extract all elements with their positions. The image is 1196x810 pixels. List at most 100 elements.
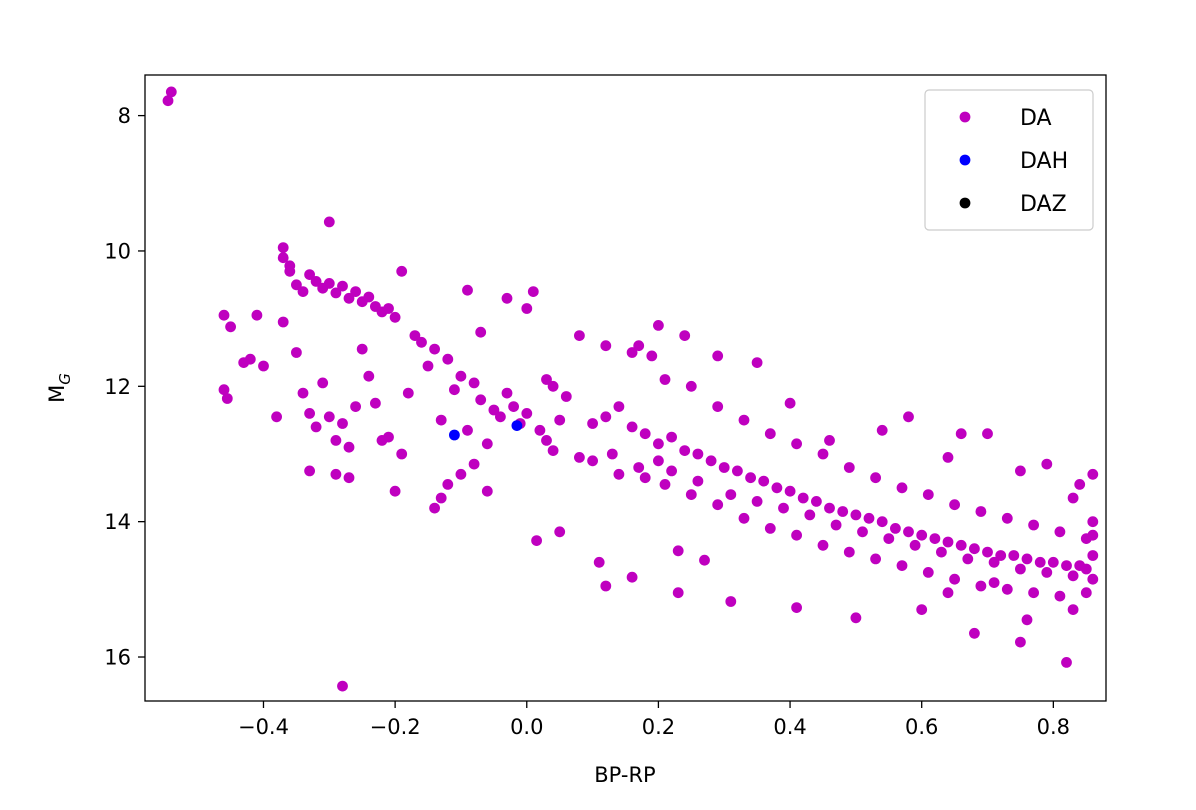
point-da-23 <box>389 311 401 323</box>
point-da-160 <box>606 448 618 460</box>
x-tick-label: 0.4 <box>773 715 806 739</box>
point-da-164 <box>712 499 724 511</box>
point-da-99 <box>850 612 862 624</box>
point-da-187 <box>1087 468 1099 480</box>
point-da-25 <box>218 309 230 321</box>
point-da-58 <box>442 353 454 365</box>
point-da-104 <box>639 428 651 440</box>
point-da-197 <box>824 435 835 446</box>
point-da-131 <box>995 550 1007 561</box>
point-da-199 <box>751 357 763 368</box>
y-tick-label: 16 <box>104 646 131 670</box>
point-da-87 <box>343 472 355 484</box>
point-da-166 <box>764 523 776 534</box>
point-da-182 <box>1021 614 1033 626</box>
point-da-224 <box>962 553 974 565</box>
point-da-76 <box>462 284 473 296</box>
point-da-80 <box>429 502 440 514</box>
point-da-130 <box>982 546 993 558</box>
point-da-59 <box>449 384 460 396</box>
x-tick-label: −0.4 <box>238 715 289 739</box>
point-da-97 <box>593 556 605 568</box>
point-da-217 <box>778 502 789 514</box>
y-tick-label: 8 <box>118 104 131 128</box>
point-da-101 <box>600 411 612 423</box>
point-da-176 <box>1028 587 1039 599</box>
point-da-3 <box>337 680 348 692</box>
point-da-119 <box>837 506 849 517</box>
point-da-168 <box>817 539 829 551</box>
point-da-136 <box>1061 560 1072 571</box>
point-da-185 <box>942 587 954 599</box>
point-da-175 <box>1001 583 1013 595</box>
point-da-155 <box>975 506 987 517</box>
point-da-144 <box>685 380 697 392</box>
point-da-212 <box>653 455 664 467</box>
point-da-64 <box>481 438 493 450</box>
point-da-51 <box>396 448 408 460</box>
point-da-216 <box>751 496 763 507</box>
legend: DA DAH DAZ <box>924 89 1094 231</box>
point-da-179 <box>1067 604 1079 615</box>
point-da-204 <box>574 330 585 341</box>
point-da-112 <box>745 472 756 484</box>
y-axis-label: MG <box>45 373 74 403</box>
point-da-38 <box>310 421 322 433</box>
y-tick-label: 12 <box>104 375 131 399</box>
point-da-196 <box>876 424 888 436</box>
legend-marker-da <box>959 111 971 123</box>
points-layer <box>162 86 1099 692</box>
point-da-90 <box>554 526 566 538</box>
point-da-47 <box>370 397 381 409</box>
point-da-161 <box>633 462 645 473</box>
point-dah-0 <box>449 429 460 441</box>
point-da-125 <box>916 529 928 541</box>
point-da-221 <box>883 533 895 544</box>
point-da-93 <box>672 545 684 557</box>
point-da-65 <box>488 404 500 416</box>
point-da-118 <box>824 502 835 514</box>
point-da-203 <box>633 340 645 352</box>
point-da-113 <box>758 475 770 487</box>
point-da-5 <box>277 252 289 264</box>
point-da-211 <box>639 472 651 484</box>
point-da-88 <box>304 465 315 477</box>
point-da-174 <box>975 580 987 592</box>
y-axis-label-main: M <box>45 385 69 403</box>
point-da-84 <box>481 485 493 497</box>
point-da-195 <box>903 411 914 423</box>
point-da-102 <box>613 401 625 412</box>
point-da-229 <box>1087 573 1099 585</box>
point-da-63 <box>475 394 487 406</box>
point-da-95 <box>672 587 684 599</box>
point-da-163 <box>685 489 697 500</box>
point-da-7 <box>284 265 296 277</box>
point-da-183 <box>969 627 980 639</box>
point-da-124 <box>903 526 914 538</box>
point-da-121 <box>863 512 875 524</box>
point-da-39 <box>317 377 329 389</box>
point-da-15 <box>337 280 348 292</box>
x-axis: −0.4 −0.2 0.0 0.2 0.4 0.6 0.8 <box>238 701 1070 739</box>
point-da-200 <box>712 350 724 362</box>
x-tick-label: 0.2 <box>642 715 675 739</box>
point-da-55 <box>422 360 434 372</box>
x-tick-label: 0.8 <box>1037 715 1070 739</box>
point-da-177 <box>1054 590 1066 602</box>
point-da-122 <box>876 516 888 528</box>
point-da-70 <box>521 408 533 419</box>
point-da-37 <box>304 408 315 419</box>
point-da-210 <box>613 468 625 480</box>
point-da-123 <box>890 523 901 534</box>
point-da-145 <box>712 401 724 412</box>
point-da-107 <box>679 445 691 456</box>
point-da-9 <box>297 286 309 297</box>
point-da-41 <box>330 435 342 446</box>
point-da-120 <box>850 509 862 521</box>
series-dah <box>449 420 523 441</box>
point-da-33 <box>271 411 282 423</box>
point-da-30 <box>218 384 230 396</box>
point-da-36 <box>297 387 309 399</box>
point-da-96 <box>725 596 737 607</box>
